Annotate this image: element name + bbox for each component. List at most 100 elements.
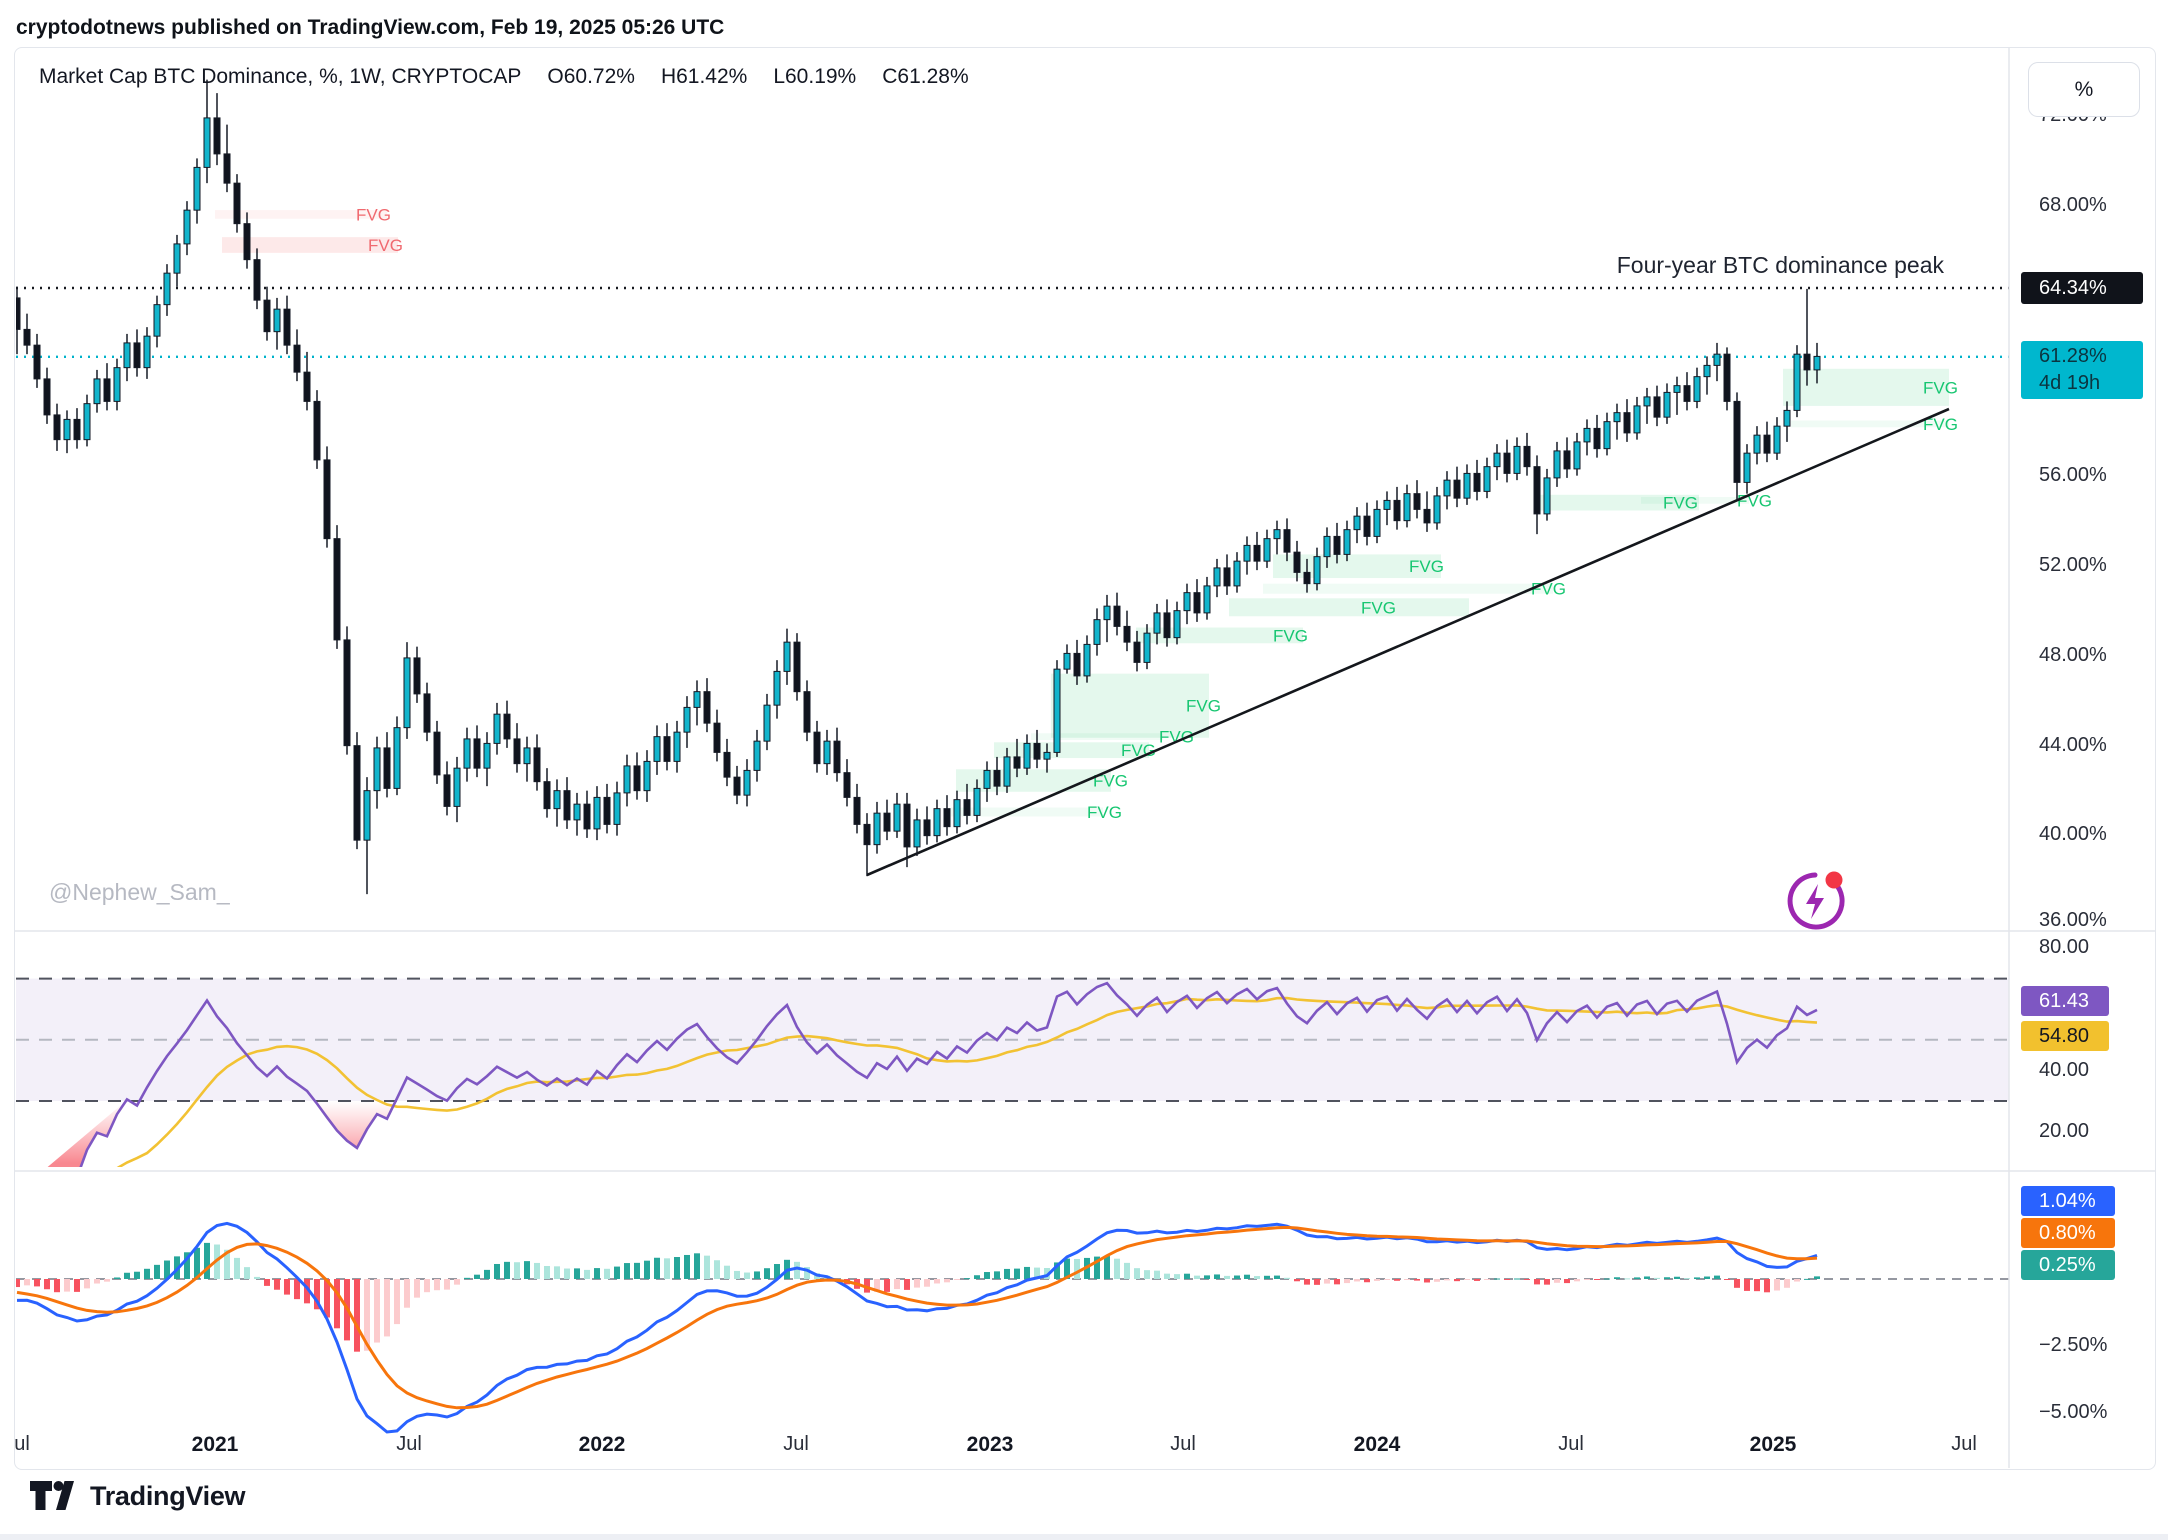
candle — [63, 418, 71, 441]
rsi-panel[interactable] — [16, 977, 2009, 1193]
candle — [1543, 477, 1551, 515]
candle — [1033, 742, 1041, 760]
macd-line — [16, 1221, 1818, 1434]
candle — [16, 297, 21, 330]
candle — [833, 740, 841, 774]
candle — [1103, 605, 1111, 621]
fvg-label: FVG — [1159, 728, 1194, 747]
candle — [413, 657, 421, 695]
candle — [1183, 592, 1191, 612]
candle — [1263, 538, 1271, 562]
candle — [963, 799, 971, 816]
candle — [283, 308, 291, 346]
candle — [193, 166, 201, 211]
candle — [1613, 412, 1621, 423]
candle — [883, 812, 891, 832]
candle — [1083, 643, 1091, 677]
candle — [1003, 756, 1011, 787]
candle — [313, 400, 321, 461]
candle — [533, 747, 541, 783]
candle — [873, 812, 881, 846]
candle — [1653, 396, 1661, 418]
axis-label: 2025 — [1749, 1433, 1797, 1456]
candle — [1683, 385, 1691, 402]
candle — [813, 731, 821, 765]
candle — [1563, 450, 1571, 470]
candle — [1193, 592, 1201, 614]
candle — [843, 772, 851, 798]
tradingview-wordmark[interactable]: TradingView — [90, 1480, 246, 1511]
candle — [473, 738, 481, 769]
fvg-label: FVG — [1087, 803, 1122, 822]
candle — [1713, 353, 1721, 366]
candle — [383, 747, 391, 789]
macd-signal-badge: 0.80% — [2021, 1218, 2115, 1248]
rsi-ma-value-badge: 54.80 — [2021, 1021, 2109, 1051]
candle — [1393, 499, 1401, 522]
candle — [1243, 544, 1251, 562]
candle — [483, 742, 491, 769]
candle — [1233, 560, 1241, 587]
fvg-label: FVG — [1273, 626, 1308, 645]
flash-ideas-icon[interactable] — [1782, 868, 1848, 934]
candle — [583, 803, 591, 830]
candle — [953, 799, 961, 828]
rsi-value-badge: 61.43 — [2021, 986, 2109, 1016]
candle — [1433, 495, 1441, 524]
symbol-description[interactable]: Market Cap BTC Dominance, %, 1W, CRYPTOC… — [39, 65, 522, 88]
candle — [513, 738, 521, 765]
candle — [1403, 493, 1411, 522]
candle — [563, 790, 571, 821]
chart-canvas[interactable]: FVG FVG FVG FVG FVG FVG FVG FVG FVG FVG FVG FVG FVG F… — [15, 48, 2155, 1469]
candle — [743, 769, 751, 796]
axis-label: Jul — [1558, 1433, 1584, 1455]
fvg-label: FVG — [1186, 697, 1221, 716]
axis-label: 2021 — [191, 1433, 239, 1456]
candle — [893, 803, 901, 832]
candle — [183, 209, 191, 245]
axis-label: 40.00% — [2039, 823, 2107, 845]
candle — [1503, 452, 1511, 474]
candle — [333, 538, 341, 641]
fvg-zone — [1263, 583, 1553, 594]
symbol-title-row: Market Cap BTC Dominance, %, 1W, CRYPTOC… — [39, 65, 969, 89]
candle — [603, 796, 611, 825]
candle — [1733, 400, 1741, 483]
peak-annotation: Four-year BTC dominance peak — [1616, 252, 1944, 278]
candle — [443, 774, 451, 807]
ohlc-high: H61.42% — [660, 65, 748, 88]
candle — [103, 378, 111, 402]
candle — [543, 781, 551, 810]
fvg-zone — [1031, 733, 1163, 741]
notification-dot — [1825, 871, 1843, 889]
axis-label: Jul — [1170, 1433, 1196, 1455]
trendline — [866, 407, 1950, 877]
candle — [1423, 508, 1431, 524]
published-header: cryptodotnews published on TradingView.c… — [16, 16, 725, 39]
fvg-label: FVG — [356, 205, 391, 224]
candle — [1463, 472, 1471, 499]
candle — [1523, 445, 1531, 468]
tradingview-logo-icon[interactable] — [30, 1480, 74, 1512]
candle — [523, 747, 531, 765]
axis-label: 44.00% — [2039, 734, 2107, 756]
ohlc-low: L60.19% — [773, 65, 857, 88]
main-panel[interactable]: FVG FVG FVG FVG FVG FVG FVG FVG FVG FVG FVG FVG FVG F… — [15, 79, 2009, 895]
candle — [1573, 441, 1581, 470]
candle — [573, 803, 581, 821]
candle — [133, 342, 141, 369]
candle — [1293, 551, 1301, 573]
fvg-label: FVG — [1923, 415, 1958, 434]
percent-scale-button[interactable]: % — [2028, 62, 2140, 117]
macd-panel[interactable] — [15, 1221, 2009, 1434]
candle — [723, 751, 731, 778]
candle — [713, 722, 721, 753]
candle — [943, 808, 951, 828]
candle — [973, 787, 981, 816]
candle — [203, 117, 211, 168]
candle — [1063, 652, 1071, 670]
candle — [213, 117, 221, 155]
candle — [623, 765, 631, 794]
candle — [233, 182, 241, 225]
